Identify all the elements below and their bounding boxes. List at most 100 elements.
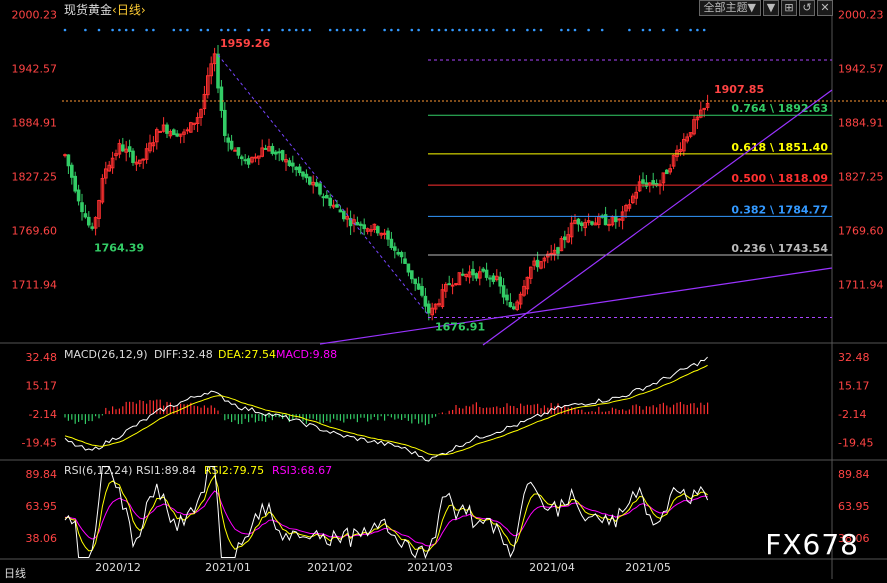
candle-body xyxy=(117,143,122,155)
refresh-icon[interactable]: ↺ xyxy=(799,0,815,16)
x-axis-label: 2021/03 xyxy=(407,561,453,574)
signal-dot xyxy=(260,28,264,32)
candle-body xyxy=(233,149,237,152)
main-y-tick-right: 1769.60 xyxy=(838,225,884,238)
candle-body xyxy=(144,148,149,160)
candle-body xyxy=(263,147,268,150)
candle-body xyxy=(637,181,642,192)
rsi-y-tick-left: 38.06 xyxy=(26,532,58,545)
candle-body xyxy=(491,275,496,282)
candle-body xyxy=(685,136,690,142)
signal-dot xyxy=(199,28,203,32)
candle-body xyxy=(420,286,424,296)
candle-body xyxy=(321,196,326,199)
candle-body xyxy=(563,236,567,241)
signal-dot xyxy=(566,28,570,32)
candle-body xyxy=(590,221,594,225)
candle-body xyxy=(287,160,292,166)
period-status[interactable]: 日线 xyxy=(4,567,26,580)
candle-body xyxy=(576,218,581,225)
candle-body xyxy=(131,150,135,163)
candle-body xyxy=(464,273,468,278)
candle-body xyxy=(175,133,179,137)
rsi-y-tick-left: 89.84 xyxy=(26,468,58,481)
signal-dot xyxy=(111,28,114,32)
candle-body xyxy=(614,216,618,223)
macd-y-tick-left: 15.17 xyxy=(26,380,58,393)
candle-body xyxy=(546,253,550,258)
candle-body xyxy=(535,259,540,268)
price-annotation: 1959.26 xyxy=(220,37,270,50)
dropdown-arrow-icon[interactable]: ▼ xyxy=(763,0,779,16)
candle-body xyxy=(505,294,509,301)
candle-body xyxy=(580,222,584,226)
candle-body xyxy=(654,183,659,187)
candle-body xyxy=(342,210,346,220)
x-axis-label: 2021/05 xyxy=(625,561,671,574)
candle-body xyxy=(437,303,441,306)
candle-body xyxy=(107,164,112,172)
candle-body xyxy=(362,224,366,230)
candle-body xyxy=(304,173,309,179)
candle-body xyxy=(525,276,530,290)
candle-body xyxy=(189,122,193,133)
signal-dot xyxy=(118,28,121,32)
candle-body xyxy=(382,232,387,235)
signal-dot xyxy=(451,28,454,32)
candle-body xyxy=(345,216,349,220)
macd-y-tick-right: 32.48 xyxy=(838,351,870,364)
signal-dot xyxy=(97,28,101,32)
signal-dot xyxy=(410,28,414,32)
rsi1-line xyxy=(64,465,709,560)
signal-dot xyxy=(458,28,461,32)
theme-dropdown[interactable]: 全部主题▼ xyxy=(698,0,761,16)
candle-body xyxy=(66,154,71,167)
candle-body xyxy=(172,129,176,136)
rsi-y-tick-right: 89.84 xyxy=(838,468,870,481)
period-label[interactable]: ‹日线› xyxy=(112,3,146,17)
signal-dot xyxy=(335,28,339,32)
candle-body xyxy=(624,205,628,212)
candle-body xyxy=(182,131,186,135)
close-icon[interactable]: ✕ xyxy=(817,0,833,16)
candle-body xyxy=(253,156,258,159)
candle-body xyxy=(93,217,98,229)
candle-body xyxy=(284,158,288,163)
rsi2-line xyxy=(64,474,708,552)
candle-body xyxy=(63,154,67,157)
candle-body xyxy=(90,226,95,229)
rsi-legend-item: RSI(6,12,24) xyxy=(64,464,132,477)
signal-dot xyxy=(464,28,468,32)
signal-dot xyxy=(560,28,563,32)
instrument-name: 现货黄金 xyxy=(64,3,113,17)
candle-body xyxy=(274,151,278,155)
signal-dot xyxy=(628,28,631,32)
candle-body xyxy=(444,283,448,292)
candle-body xyxy=(651,180,656,185)
signal-dot xyxy=(362,28,366,32)
candle-body xyxy=(692,119,696,135)
signal-dot xyxy=(349,28,352,32)
fib-level-label: 0.236 \ 1743.54 xyxy=(731,242,828,255)
candle-body xyxy=(267,146,271,152)
main-y-tick-left: 1711.94 xyxy=(12,279,58,292)
signal-dot xyxy=(172,28,176,32)
signal-dot xyxy=(444,28,448,32)
candle-body xyxy=(607,223,611,226)
layout-icon[interactable]: ⊞ xyxy=(781,0,797,16)
signal-dot xyxy=(675,28,679,32)
signal-dot xyxy=(281,28,284,32)
macd-diff-line xyxy=(64,356,708,462)
candle-body xyxy=(634,191,639,199)
signal-dot xyxy=(356,28,359,32)
candle-body xyxy=(556,247,560,254)
candle-body xyxy=(311,181,315,186)
candle-body xyxy=(219,86,224,111)
candle-body xyxy=(617,218,622,221)
candle-body xyxy=(270,145,275,154)
signal-dot xyxy=(342,28,346,32)
signal-dot xyxy=(539,28,543,32)
candle-body xyxy=(542,257,547,262)
candle-body xyxy=(410,270,414,280)
signal-dot xyxy=(689,28,692,32)
